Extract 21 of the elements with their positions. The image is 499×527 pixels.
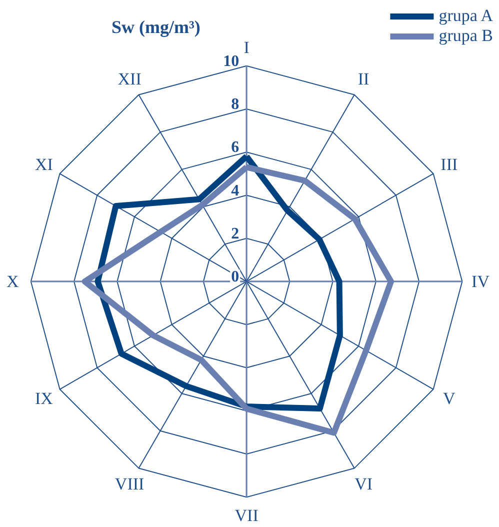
- spoke-label: VI: [354, 474, 373, 494]
- spoke-label: XII: [118, 69, 142, 88]
- y-tick-label: 4: [231, 182, 240, 200]
- spoke-label: I: [244, 38, 250, 58]
- y-tick-label: 6: [231, 139, 240, 156]
- y-tick-label: 8: [231, 96, 240, 114]
- spoke-label: VII: [234, 506, 259, 525]
- spoke-label: VIII: [114, 474, 145, 494]
- y-tick-label: 0: [231, 268, 240, 286]
- spoke-label: XI: [34, 154, 54, 174]
- legend-label: grupa A: [438, 6, 493, 26]
- spoke-label: V: [443, 388, 456, 408]
- spoke-label: III: [440, 154, 458, 174]
- spoke-label: X: [6, 272, 19, 291]
- spoke-label: IX: [34, 388, 53, 408]
- y-tick-label: 2: [231, 225, 240, 242]
- spoke-label: IV: [472, 272, 490, 291]
- legend-label: grupa B: [438, 26, 493, 46]
- chart-title: Sw (mg/m³): [112, 17, 200, 38]
- y-tick-label: 10: [223, 52, 240, 70]
- spoke-label: II: [358, 69, 370, 88]
